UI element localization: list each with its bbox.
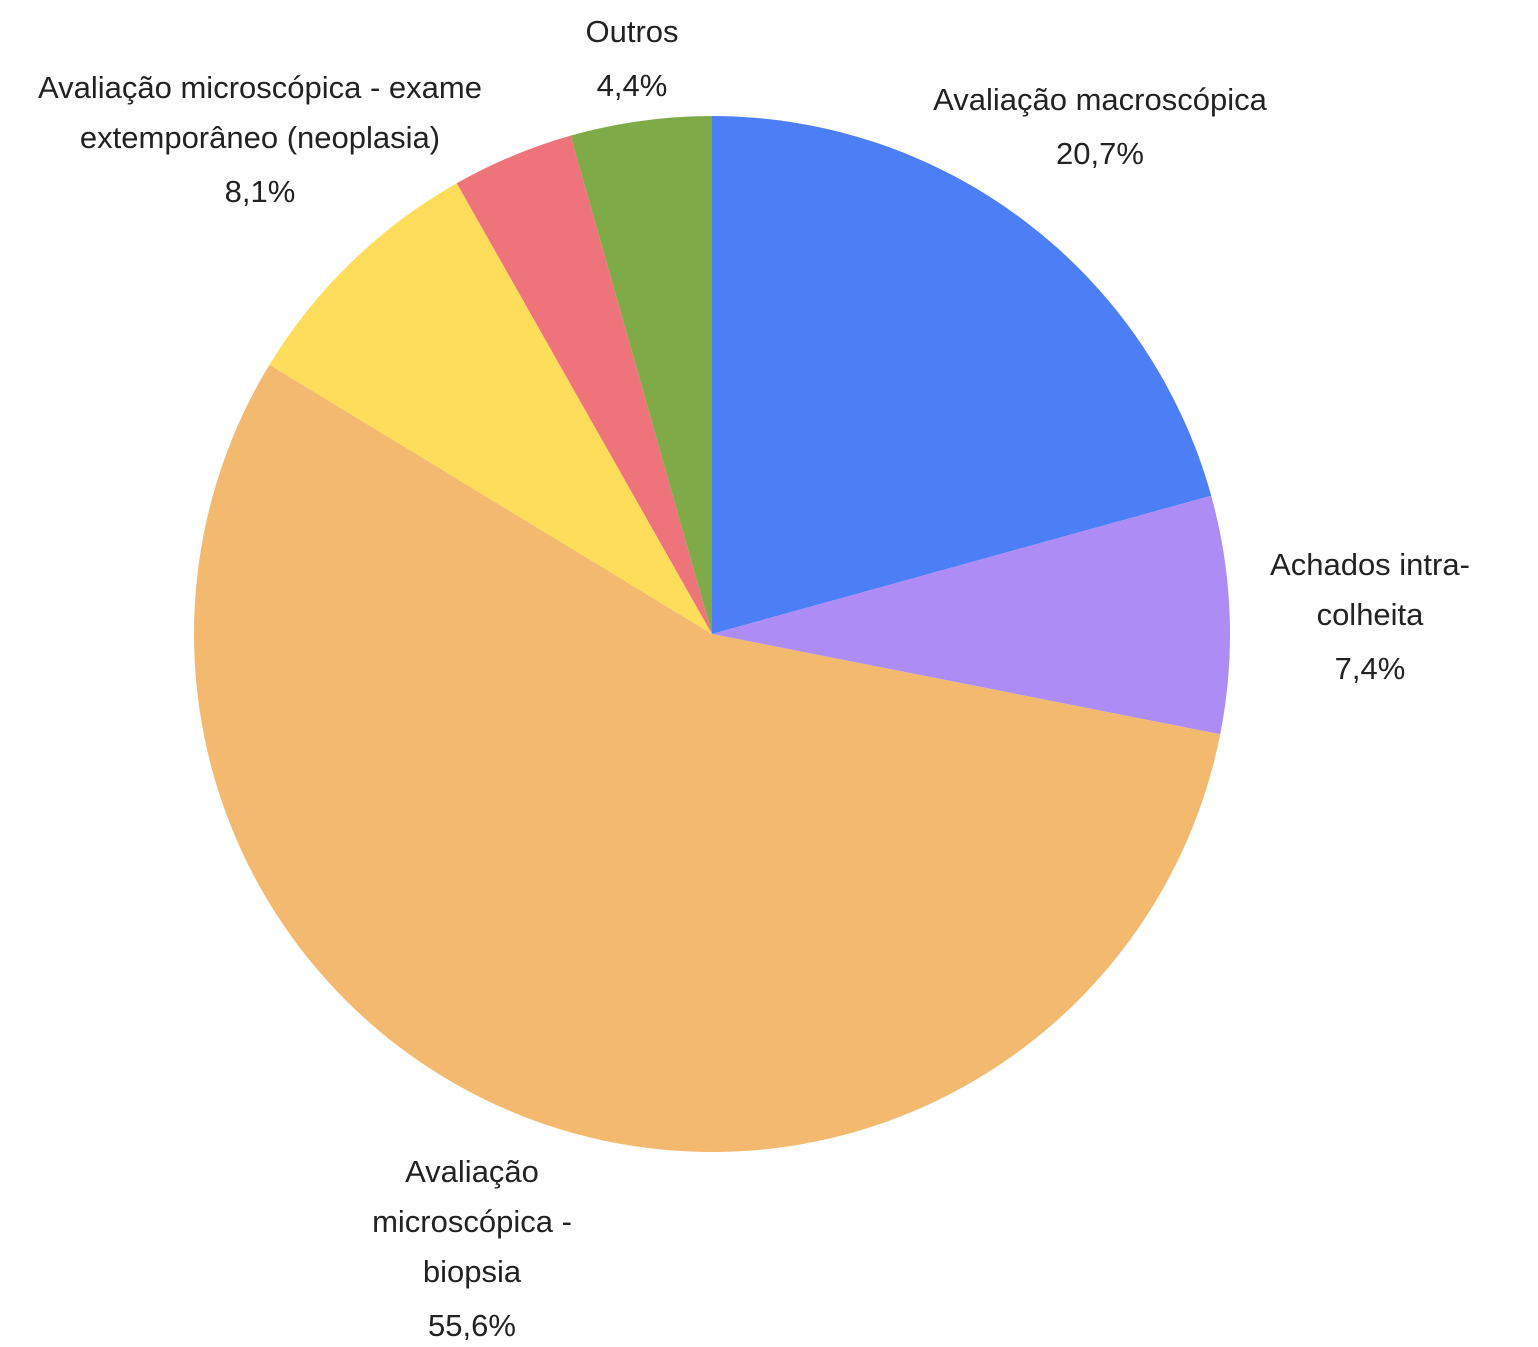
value-label: 55,6% (428, 1308, 516, 1343)
value-label: 7,4% (1334, 651, 1406, 686)
category-label: Avaliação microscópica - biopsia (372, 1154, 572, 1289)
slice-label: Avaliação microscópica - exame extemporâ… (20, 63, 500, 217)
category-label: Outros (585, 14, 679, 49)
pie-slice (712, 116, 1212, 634)
slice-label: Achados intra-colheita 7,4% (1235, 540, 1505, 694)
value-label: 8,1% (224, 174, 296, 209)
slice-label: Avaliação microscópica - biopsia 55,6% (327, 1147, 617, 1347)
pie-slice (269, 183, 712, 634)
pie-slice (456, 135, 712, 634)
pie-slice (570, 116, 712, 634)
category-label: Avaliação macroscópica (933, 82, 1267, 117)
value-label: 20,7% (1056, 136, 1144, 171)
category-label: Avaliação microscópica - exame extemporâ… (38, 70, 482, 155)
pie-slice (193, 364, 1221, 1153)
slice-label: Avaliação macroscópica 20,7% (850, 75, 1350, 179)
slice-label: Outros 4,4% (532, 7, 732, 111)
category-label: Achados intra-colheita (1270, 547, 1470, 632)
value-label: 4,4% (596, 68, 668, 103)
pie-slice (712, 495, 1230, 735)
